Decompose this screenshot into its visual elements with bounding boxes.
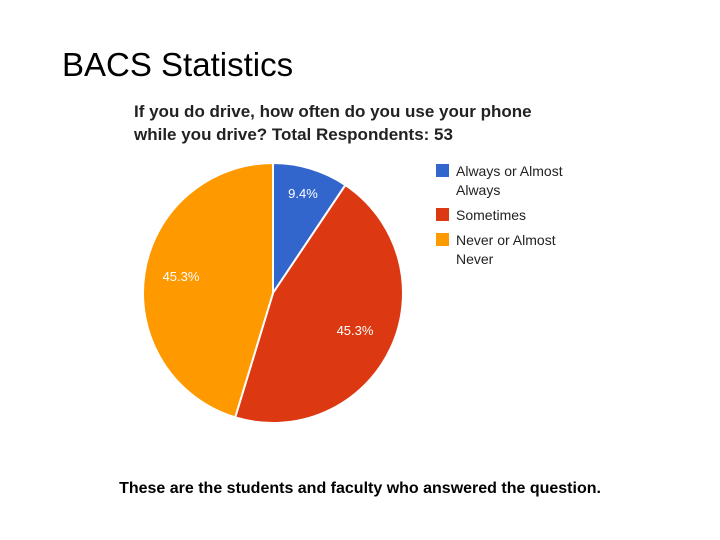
legend-item-2: Never or Almost Never	[436, 231, 586, 269]
legend-label-line: Always	[456, 182, 501, 198]
legend-label-1: Sometimes	[456, 206, 576, 225]
chart-title-line-1: If you do drive, how often do you use yo…	[134, 102, 532, 121]
slide-title: BACS Statistics	[62, 46, 294, 83]
pie-slice-2	[142, 161, 274, 419]
pie-slice-1	[233, 183, 404, 424]
legend-label-line: Always or Almost	[456, 163, 563, 179]
legend-label-0: Always or Almost Always	[456, 162, 576, 200]
data-label-2: 45.3%	[163, 269, 200, 284]
legend-swatch-1	[436, 208, 449, 221]
chart-title: If you do drive, how often do you use yo…	[134, 100, 574, 146]
legend-item-0: Always or Almost Always	[436, 162, 586, 200]
legend-label-2: Never or Almost Never	[456, 231, 576, 269]
pie-chart: 9.4% 45.3% 45.3%	[142, 161, 404, 424]
chart-legend: Always or Almost Always Sometimes Never or …	[436, 162, 586, 275]
chart-title-line-2: while you drive? Total Respondents: 53	[134, 125, 453, 144]
legend-item-1: Sometimes	[436, 206, 586, 225]
legend-label-line: Never or Almost	[456, 232, 556, 248]
legend-swatch-2	[436, 233, 449, 246]
slide-caption: These are the students and faculty who a…	[119, 480, 601, 497]
legend-label-line: Never	[456, 251, 494, 267]
pie-slice-0	[272, 161, 347, 297]
legend-swatch-0	[436, 164, 449, 177]
legend-label-line: Sometimes	[456, 207, 527, 223]
data-label-1: 45.3%	[337, 323, 374, 338]
data-label-0: 9.4%	[288, 186, 318, 201]
